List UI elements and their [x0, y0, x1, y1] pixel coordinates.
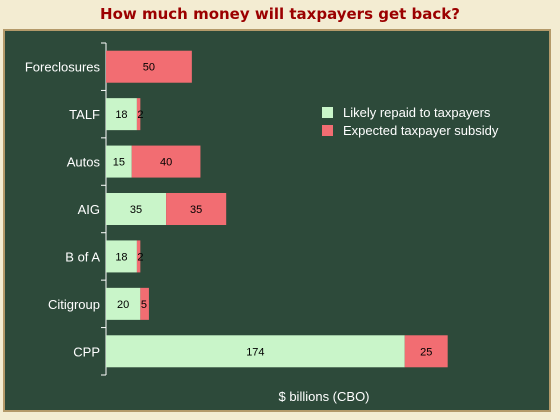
- category-label: Citigroup: [48, 297, 100, 312]
- data-label-subsidy: 5: [141, 299, 147, 311]
- legend-swatch-subsidy: [322, 125, 333, 136]
- legend-label-repaid: Likely repaid to taxpayers: [343, 105, 491, 120]
- bar-repaid: [106, 145, 132, 178]
- category-label: Autos: [67, 155, 101, 170]
- data-label-subsidy: 25: [420, 346, 432, 358]
- category-label: AIG: [78, 202, 100, 217]
- data-label-subsidy: 40: [160, 157, 172, 169]
- data-label-repaid: 18: [115, 251, 127, 263]
- chart-title: How much money will taxpayers get back?: [100, 5, 460, 23]
- bar-repaid: [106, 240, 137, 273]
- data-label-repaid: 20: [117, 299, 129, 311]
- data-label-repaid: 15: [113, 157, 125, 169]
- bar-repaid: [106, 98, 137, 131]
- bar-subsidy: [166, 193, 227, 225]
- category-label: Foreclosures: [25, 60, 101, 75]
- bar-subsidy: [136, 98, 141, 131]
- legend-label-subsidy: Expected taxpayer subsidy: [343, 123, 499, 138]
- bar-repaid: [106, 335, 405, 368]
- bar-repaid: [106, 287, 141, 320]
- data-label-repaid: 35: [130, 204, 142, 216]
- bar-subsidy: [404, 335, 448, 368]
- bar-subsidy: [131, 145, 201, 178]
- data-label-subsidy: 2: [137, 109, 143, 121]
- bar-subsidy: [140, 287, 149, 320]
- category-label: B of A: [65, 249, 100, 264]
- bar-subsidy: [106, 50, 192, 83]
- data-label-subsidy: 2: [137, 251, 143, 263]
- bar-subsidy: [136, 240, 141, 273]
- data-label-repaid: 18: [115, 109, 127, 121]
- data-label-subsidy: 35: [190, 204, 202, 216]
- category-label: TALF: [69, 107, 100, 122]
- bar-repaid: [106, 193, 167, 225]
- legend-swatch-repaid: [322, 107, 333, 118]
- data-label-repaid: 174: [246, 346, 264, 358]
- x-axis-label: $ billions (CBO): [278, 389, 369, 404]
- category-label: CPP: [73, 344, 100, 359]
- data-label-subsidy: 50: [143, 62, 155, 74]
